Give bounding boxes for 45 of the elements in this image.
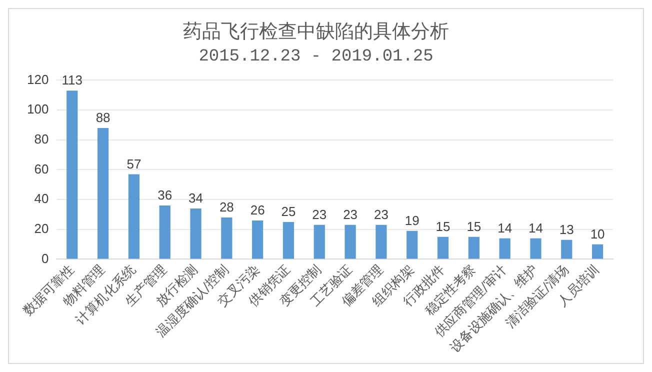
bar: [252, 220, 264, 259]
data-label: 25: [281, 204, 296, 220]
bar: [221, 217, 232, 259]
bar: [592, 244, 604, 259]
data-label: 36: [158, 188, 172, 203]
bar: [499, 238, 510, 259]
bar: [437, 236, 449, 259]
data-label: 14: [528, 220, 543, 236]
bar: [190, 208, 202, 259]
data-label: 26: [250, 202, 265, 218]
data-label: 10: [590, 226, 605, 242]
bar: [66, 90, 78, 259]
data-label: 23: [374, 207, 388, 222]
data-label: 15: [436, 218, 450, 234]
bar: [376, 224, 387, 259]
data-label: 15: [466, 218, 482, 234]
data-label: 88: [96, 110, 110, 126]
chart-title: 药品飞行检查中缺陷的具体分析: [183, 20, 449, 42]
bar: [128, 174, 140, 259]
bar: [561, 240, 572, 259]
data-label: 13: [559, 222, 574, 237]
bar: [282, 222, 294, 259]
bar: [406, 230, 418, 259]
data-label: 14: [498, 220, 512, 236]
data-label: 19: [404, 212, 420, 228]
chart-subtitle: 2015.12.23 - 2019.01.25: [198, 48, 434, 66]
bar: [468, 236, 480, 259]
data-label: 28: [219, 200, 234, 215]
data-label: 57: [126, 156, 142, 172]
y-tick-label: 100: [26, 102, 49, 117]
bar: [97, 128, 109, 259]
y-tick-label: 40: [34, 191, 49, 206]
data-label: 34: [188, 190, 203, 206]
y-tick-label: 120: [26, 72, 49, 87]
y-tick-label: 20: [34, 220, 49, 236]
y-tick-label: 80: [34, 131, 49, 146]
data-label: 23: [343, 207, 358, 222]
data-label: 113: [62, 72, 83, 88]
bar: [159, 206, 170, 259]
bar: [530, 238, 542, 259]
bar: [344, 224, 356, 259]
bar: [314, 224, 325, 259]
y-tick-label: 60: [34, 161, 49, 176]
y-tick-label: 0: [41, 250, 49, 266]
data-label: 23: [312, 207, 327, 222]
